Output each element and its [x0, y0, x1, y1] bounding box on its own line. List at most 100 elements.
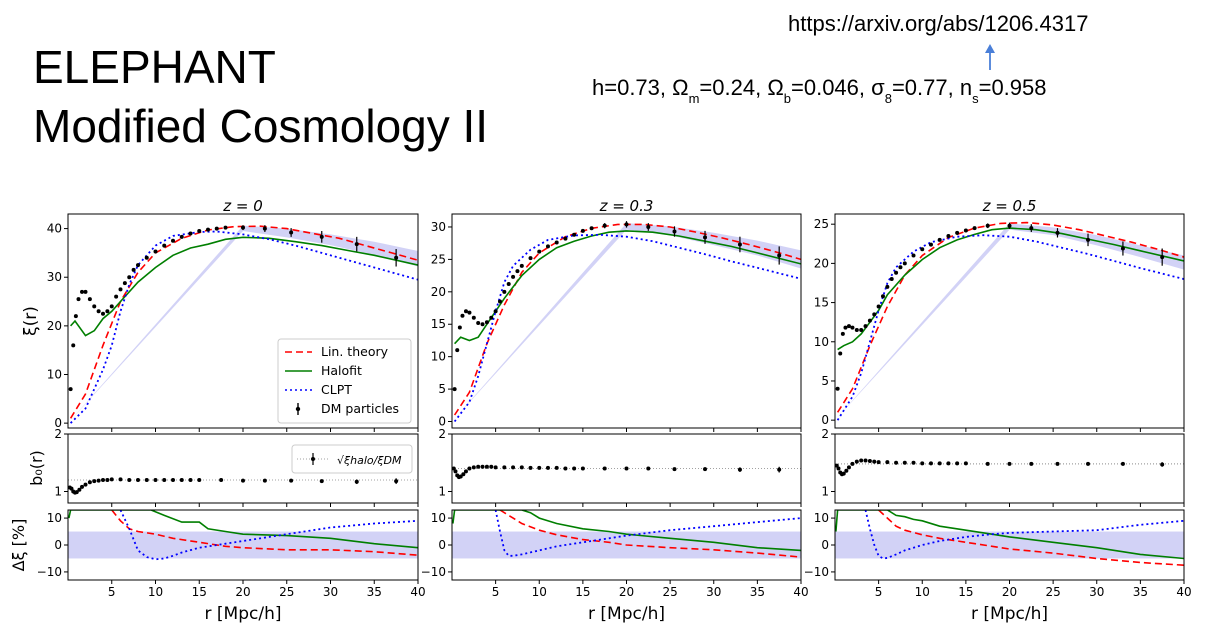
data-point — [519, 263, 524, 268]
data-point — [937, 461, 942, 466]
data-point — [963, 461, 968, 466]
data-point — [136, 478, 140, 482]
data-point — [646, 224, 651, 229]
data-point — [480, 464, 485, 469]
x-tick-label: 35 — [367, 585, 382, 599]
data-point — [453, 469, 458, 474]
data-point — [911, 460, 916, 465]
data-point — [241, 225, 245, 230]
data-point — [854, 459, 859, 464]
data-point — [777, 467, 782, 472]
x-tick-label: 20 — [619, 585, 634, 599]
data-point — [219, 478, 224, 482]
data-point — [394, 479, 399, 484]
param-ns-sub: s — [972, 91, 979, 106]
data-point — [171, 478, 175, 482]
data-point — [572, 466, 577, 471]
panel-title: z = 0.3 — [599, 197, 654, 215]
data-point — [92, 479, 97, 484]
data-point — [136, 263, 140, 268]
data-point — [898, 265, 903, 270]
uncertainty-band — [452, 223, 801, 422]
y-tick-label: 10 — [431, 350, 446, 364]
x-tick-label: 5 — [492, 585, 500, 599]
x-tick-label: 30 — [1089, 585, 1104, 599]
series-halofit — [452, 510, 801, 552]
y-tick-label: 30 — [431, 220, 446, 234]
data-point — [289, 230, 294, 235]
x-tick-label: 40 — [1176, 585, 1191, 599]
data-point — [96, 478, 101, 483]
data-point — [162, 478, 167, 482]
legend-marker-dm — [295, 406, 301, 412]
x-tick-label: 15 — [575, 585, 590, 599]
data-point — [484, 464, 489, 469]
data-point — [68, 387, 73, 392]
data-point — [502, 289, 507, 294]
plot-area — [68, 477, 418, 495]
x-tick-label: 20 — [1002, 585, 1017, 599]
x-axis-label: r [Mpc/h] — [205, 604, 282, 624]
data-point — [946, 233, 951, 238]
y-tick-label: 0 — [821, 413, 829, 427]
data-point — [580, 228, 585, 233]
data-point — [241, 478, 245, 483]
data-point — [841, 471, 846, 476]
data-point — [467, 466, 472, 471]
y-tick-label: 30 — [47, 270, 62, 284]
top-subplot: 0 5 10 15 20 25 — [814, 213, 1185, 432]
data-point — [87, 297, 92, 302]
data-point — [985, 223, 990, 228]
tolerance-band — [68, 531, 418, 559]
data-point — [835, 386, 840, 391]
y-tick-label: 25 — [814, 217, 829, 231]
data-point — [902, 460, 907, 465]
data-point — [955, 230, 960, 235]
series-clpt — [836, 234, 1184, 421]
data-point — [289, 478, 294, 483]
data-point — [1120, 461, 1125, 466]
data-point — [880, 294, 885, 299]
data-point — [73, 314, 78, 319]
data-point — [74, 490, 79, 495]
bias-legend: √ξhalo/ξDM — [291, 444, 413, 474]
data-point — [476, 464, 481, 469]
series-lin-theory — [69, 225, 418, 419]
data-point — [1120, 246, 1125, 251]
data-point — [1029, 226, 1034, 231]
data-point — [843, 325, 848, 330]
arxiv-link[interactable]: https://arxiv.org/abs/1206.4317 — [788, 11, 1089, 36]
series-lin-theory — [878, 510, 1184, 566]
data-point — [101, 478, 105, 482]
data-point — [354, 479, 359, 484]
x-tick-label: 10 — [915, 585, 930, 599]
x-tick-label: 25 — [662, 585, 677, 599]
y-tick-label: 40 — [47, 222, 62, 236]
data-point — [846, 324, 851, 329]
data-point — [946, 461, 951, 466]
y-tick-label: 2 — [821, 427, 829, 441]
plot-area — [452, 464, 801, 480]
data-point — [1007, 461, 1012, 466]
y-tick-label: 10 — [431, 511, 446, 525]
param-om: =0.24, Ω — [699, 75, 784, 100]
data-point — [563, 466, 568, 471]
data-point — [519, 465, 524, 470]
series-lin-theory — [836, 221, 1184, 413]
data-point — [262, 478, 267, 483]
data-point — [844, 468, 849, 473]
param-om-sub: m — [688, 91, 700, 106]
bias-legend-marker — [311, 457, 315, 461]
y-tick-label: 10 — [47, 511, 62, 525]
y-tick-label: 2 — [438, 427, 446, 441]
legend-box — [277, 338, 412, 424]
uncertainty-band — [68, 225, 418, 424]
y-tick-label: 1 — [54, 485, 62, 499]
data-point — [876, 460, 881, 465]
data-point — [885, 460, 890, 465]
panel-title: z = 0.5 — [982, 197, 1037, 215]
param-ob-sub: b — [783, 91, 791, 106]
plot-area — [452, 510, 801, 559]
data-point — [737, 467, 742, 472]
data-point — [489, 464, 494, 469]
